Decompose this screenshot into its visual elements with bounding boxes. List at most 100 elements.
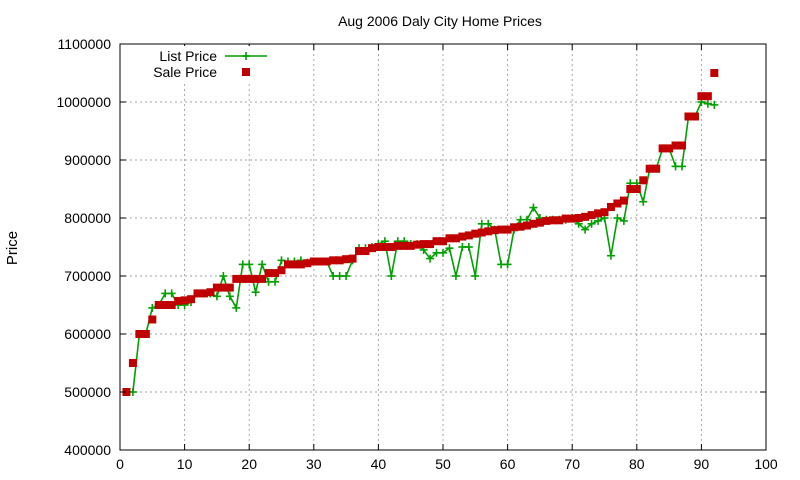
y-tick-label: 400000 xyxy=(64,442,111,458)
y-tick-label: 800000 xyxy=(64,210,111,226)
list-price-point xyxy=(703,99,712,108)
list-price-point xyxy=(606,251,615,260)
sale-price-point xyxy=(199,289,208,298)
sale-price-point xyxy=(671,141,680,150)
list-price-point xyxy=(271,277,280,286)
list-price-point xyxy=(613,214,622,222)
sale-price-point xyxy=(503,225,512,234)
list-price-point xyxy=(387,272,396,280)
sale-price-point xyxy=(555,216,564,225)
sale-price-point xyxy=(167,301,176,309)
sale-price-point xyxy=(477,228,486,237)
x-tick-label: 10 xyxy=(177,456,193,472)
sale-price-point xyxy=(690,112,699,121)
sale-price-point xyxy=(355,247,364,256)
x-tick-label: 50 xyxy=(435,456,451,472)
sale-price-point xyxy=(400,241,409,250)
sale-price-point xyxy=(439,237,447,246)
y-tick-label: 1100000 xyxy=(58,36,112,52)
sale-price-point xyxy=(471,229,480,238)
sale-price-point xyxy=(548,216,557,225)
sale-price-point xyxy=(296,260,305,269)
sale-price-point xyxy=(374,243,383,251)
sale-price-point xyxy=(619,196,628,205)
list-price-point xyxy=(167,289,176,298)
sale-price-point xyxy=(600,208,609,217)
sale-price-point xyxy=(141,330,150,338)
sale-price-point xyxy=(594,209,603,218)
list-price-point xyxy=(258,260,267,269)
x-tick-label: 20 xyxy=(241,456,257,472)
sale-price-point xyxy=(225,283,234,292)
x-tick-label: 80 xyxy=(629,456,645,472)
plot-area xyxy=(122,69,719,396)
list-price-point xyxy=(245,260,254,269)
sale-price-point xyxy=(445,234,454,243)
list-price-point xyxy=(464,243,473,251)
sale-price-point xyxy=(238,274,247,283)
sale-price-point xyxy=(361,247,370,256)
sale-price-point xyxy=(658,144,667,153)
sale-price-point xyxy=(348,254,357,263)
x-tick-label: 90 xyxy=(694,456,710,472)
sale-price-point xyxy=(710,69,719,77)
chart-title: Aug 2006 Daly City Home Prices xyxy=(338,13,542,29)
sale-price-point xyxy=(258,274,267,283)
legend-box xyxy=(128,46,278,82)
sale-price-point xyxy=(206,288,215,297)
sale-price-point xyxy=(684,112,693,121)
sale-price-point xyxy=(219,283,228,292)
sale-price-point xyxy=(419,240,428,249)
sale-price-point xyxy=(490,226,499,235)
sale-price-point xyxy=(678,141,687,150)
sale-price-point xyxy=(516,222,525,231)
sale-price-point xyxy=(484,227,493,236)
sale-price-point xyxy=(535,218,544,227)
sale-price-point xyxy=(322,257,331,266)
sale-price-point xyxy=(568,214,577,223)
sale-price-point xyxy=(703,92,712,101)
sale-price-point xyxy=(652,164,661,173)
sale-price-point xyxy=(387,243,396,251)
x-tick-label: 30 xyxy=(306,456,322,472)
sale-price-point xyxy=(632,185,641,193)
grid xyxy=(120,44,766,450)
sale-price-point xyxy=(180,296,189,305)
sale-price-point xyxy=(542,216,551,225)
sale-price-point xyxy=(277,266,286,275)
sale-price-point xyxy=(122,388,131,396)
axes: 0 10 20 30 40 50 60 70 80 90 100 400000 500000 600000… xyxy=(56,36,777,472)
list-price-point xyxy=(342,272,351,280)
sale-price-point xyxy=(697,92,706,101)
sale-price-point xyxy=(161,301,170,309)
sale-price-point xyxy=(665,144,674,153)
sale-price-point xyxy=(574,214,583,222)
list-price-point xyxy=(529,203,538,212)
list-price-point xyxy=(581,225,590,234)
list-price-point xyxy=(503,260,512,269)
sale-price-point xyxy=(464,231,473,240)
sale-price-point xyxy=(587,211,596,220)
y-tick-label: 500000 xyxy=(64,384,111,400)
list-price-point xyxy=(451,272,460,280)
list-price-point xyxy=(594,216,603,225)
sale-price-point xyxy=(290,260,299,269)
y-tick-label: 1000000 xyxy=(56,94,111,110)
sale-price-point xyxy=(187,295,196,304)
sale-price-point xyxy=(245,274,254,283)
sale-price-point xyxy=(174,296,183,305)
sale-price-point xyxy=(626,185,635,193)
list-price-point xyxy=(439,248,447,257)
sale-price-point xyxy=(251,274,260,283)
sale-price-point xyxy=(309,257,318,266)
sale-price-point xyxy=(212,283,221,292)
sale-price-point xyxy=(303,259,312,268)
sale-price-point xyxy=(335,256,344,265)
sale-price-point xyxy=(283,260,292,269)
list-price-point xyxy=(639,197,648,206)
x-tick-label: 100 xyxy=(754,456,778,472)
sale-price-point xyxy=(529,219,538,228)
sale-price-point xyxy=(193,289,202,298)
